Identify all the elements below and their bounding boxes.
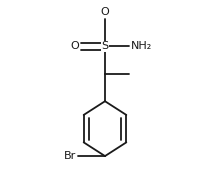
Text: O: O	[101, 7, 109, 17]
Text: O: O	[70, 41, 79, 51]
Text: NH₂: NH₂	[131, 41, 152, 51]
Text: Br: Br	[64, 151, 76, 161]
Text: S: S	[101, 41, 109, 51]
